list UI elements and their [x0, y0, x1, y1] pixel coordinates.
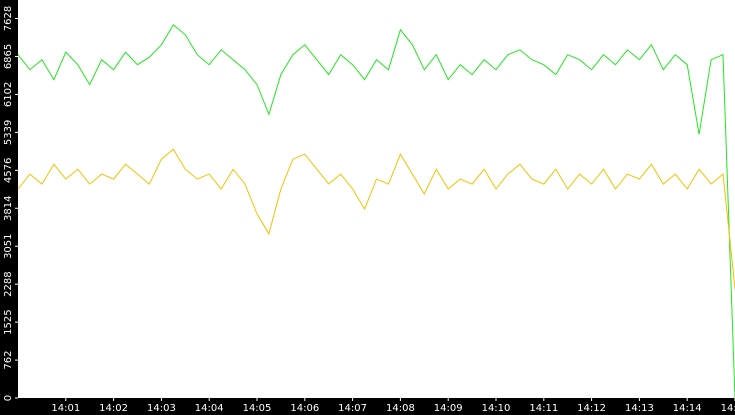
series-line: [17, 24, 735, 399]
x-tick-label: 14:08: [386, 403, 415, 414]
y-tick-label: 3814: [3, 196, 14, 221]
y-tick-label: 2288: [3, 271, 14, 296]
y-tick-label: 4576: [3, 158, 14, 183]
x-tick-label: 14:12: [577, 403, 606, 414]
y-tick-label: 1525: [3, 309, 14, 334]
y-tick-label: 6102: [3, 82, 14, 107]
x-tick-label: 14:07: [338, 403, 367, 414]
x-tick-label: 14:15: [721, 403, 735, 414]
y-axis-band: [0, 0, 18, 415]
y-tick-label: 3051: [3, 233, 14, 258]
x-tick-label: 14:13: [625, 403, 654, 414]
x-tick-label: 14:03: [147, 403, 176, 414]
y-tick-label: 0: [3, 395, 14, 401]
x-tick-label: 14:01: [51, 403, 80, 414]
y-tick-label: 6865: [3, 44, 14, 69]
y-tick-label: 5339: [3, 120, 14, 145]
x-tick-label: 14:06: [290, 403, 319, 414]
series-line: [17, 148, 735, 289]
x-tick-label: 14:11: [529, 403, 558, 414]
x-tick-label: 14:09: [434, 403, 463, 414]
y-tick-label: 7628: [3, 6, 14, 31]
x-tick-label: 14:04: [195, 403, 224, 414]
y-tick-label: 762: [3, 351, 14, 370]
x-axis-band: [0, 398, 735, 415]
x-tick-label: 14:05: [243, 403, 272, 414]
x-tick-label: 14:10: [482, 403, 511, 414]
x-tick-label: 14:14: [673, 403, 702, 414]
x-tick-label: 14:02: [99, 403, 128, 414]
